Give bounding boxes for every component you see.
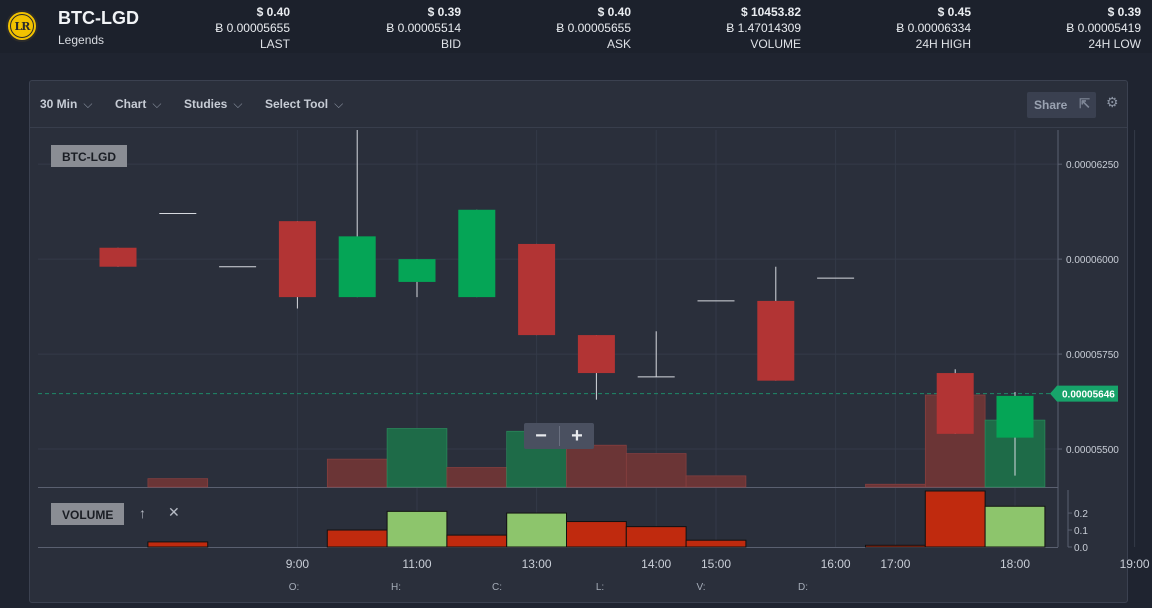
ohlc-footer-label: V: (696, 582, 705, 593)
stat-ask: $ 0.40 Ƀ 0.00005655 ASK (556, 5, 631, 51)
price-tick-label: 0.00005500 (1066, 445, 1119, 456)
volume-overlay-bar (625, 453, 687, 488)
price-tick-label: 0.00005750 (1066, 350, 1119, 361)
pair-title: BTC-LGD (58, 8, 139, 28)
time-tick-label: 14:00 (641, 557, 671, 571)
candle-body (518, 243, 556, 336)
candle-body (338, 236, 376, 298)
candle-body (458, 209, 496, 298)
volume-overlay-bar (685, 475, 747, 488)
chevron-down-icon: ⌵ (334, 97, 344, 111)
ticker-header: LR BTC-LGD Legends $ 0.40 Ƀ 0.00005655 LAS… (0, 0, 1152, 53)
time-tick-label: 19:00 (1120, 557, 1150, 571)
volume-bar (446, 534, 508, 548)
candle-body (757, 300, 795, 381)
ohlc-footer-label: C: (492, 582, 502, 593)
time-tick-label: 15:00 (701, 557, 731, 571)
stat-bid: $ 0.39 Ƀ 0.00005514 BID (386, 5, 461, 51)
candle-body (577, 335, 615, 374)
candle-body (278, 221, 316, 298)
candle-body (996, 395, 1034, 438)
volume-overlay-bar (865, 483, 926, 488)
stat-volume: $ 10453.82 Ƀ 1.47014309 VOLUME (726, 5, 801, 51)
time-tick-label: 16:00 (821, 557, 851, 571)
studies-dropdown[interactable]: Studies ⌵ (184, 97, 243, 111)
volume-tick-label: 0.0 (1074, 543, 1088, 554)
volume-bar (566, 521, 627, 548)
chevron-down-icon: ⌵ (152, 97, 162, 111)
volume-bar (865, 544, 926, 548)
arrow-up-icon[interactable]: ↑ (139, 505, 146, 521)
time-tick-label: 9:00 (286, 557, 310, 571)
volume-panel-label: VOLUME (51, 503, 125, 525)
legends-logo: LR (6, 10, 38, 42)
time-tick-label: 18:00 (1000, 557, 1030, 571)
last-price-label: 0.00005646 (1062, 390, 1115, 401)
volume-overlay-bar (386, 428, 448, 488)
price-panel-label: BTC-LGD (51, 145, 127, 167)
stat-24h-high: $ 0.45 Ƀ 0.00006334 24H HIGH (896, 5, 971, 51)
price-tick-label: 0.00006250 (1066, 160, 1119, 171)
chart-type-dropdown[interactable]: Chart ⌵ (115, 97, 162, 111)
volume-bar (326, 529, 388, 548)
pair-subtitle: Legends (58, 33, 105, 47)
volume-overlay-bar (566, 444, 627, 488)
volume-tick-label: 0.2 (1074, 509, 1088, 520)
last-price-marker (1050, 385, 1118, 402)
zoom-controls: − + (524, 423, 594, 449)
select-tool-dropdown[interactable]: Select Tool ⌵ (265, 97, 344, 111)
volume-overlay-bar (147, 478, 209, 488)
volume-tick-label: 0.1 (1074, 526, 1088, 537)
interval-dropdown[interactable]: 30 Min ⌵ (40, 97, 93, 111)
stat-last: $ 0.40 Ƀ 0.00005655 LAST (215, 5, 290, 51)
chevron-down-icon: ⌵ (83, 97, 93, 111)
volume-bar (924, 490, 986, 548)
candle-body (398, 259, 436, 282)
ohlc-footer-label: H: (391, 582, 401, 593)
volume-bar (386, 510, 448, 548)
time-tick-label: 17:00 (880, 557, 910, 571)
share-button[interactable]: Share ⇱ (1027, 92, 1096, 118)
chevron-down-icon: ⌵ (233, 97, 243, 111)
candle-body (936, 373, 974, 434)
volume-bar (685, 539, 747, 548)
time-tick-label: 11:00 (402, 557, 431, 571)
volume-bar (984, 505, 1046, 548)
toolbar-divider (30, 127, 1127, 128)
stat-24h-low: $ 0.39 Ƀ 0.00005419 24H LOW (1066, 5, 1141, 51)
gear-icon[interactable]: ⚙ (1106, 94, 1119, 110)
volume-overlay-bar (446, 467, 508, 488)
time-tick-label: 13:00 (522, 557, 552, 571)
zoom-in-button[interactable]: + (571, 425, 583, 447)
volume-bar (506, 512, 568, 548)
share-icon: ⇱ (1079, 96, 1090, 111)
volume-overlay-bar (326, 458, 388, 488)
price-tick-label: 0.00006000 (1066, 255, 1119, 266)
ohlc-footer-label: D: (798, 582, 808, 593)
volume-bar (147, 541, 209, 548)
zoom-out-button[interactable]: − (535, 425, 547, 447)
ohlc-footer-label: L: (596, 582, 604, 593)
candle-body (99, 247, 137, 267)
volume-bar (625, 526, 687, 548)
ohlc-footer-label: O: (289, 582, 300, 593)
close-icon[interactable]: ✕ (168, 504, 180, 520)
